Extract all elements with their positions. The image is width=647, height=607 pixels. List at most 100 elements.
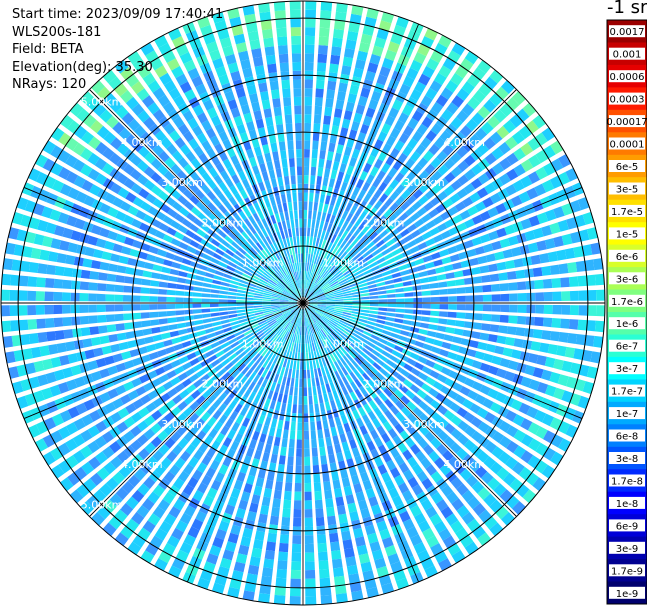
ray-48	[306, 307, 479, 555]
elevation: Elevation(deg): 35.30	[12, 59, 153, 75]
ray-70	[140, 308, 300, 564]
ray-44	[307, 307, 526, 515]
ray-86	[5, 304, 298, 364]
colorbar-tick-box	[609, 317, 645, 330]
colorbar-tick-box	[609, 339, 645, 352]
colorbar-unit-label: -1 sr	[607, 0, 647, 18]
ray-29	[309, 289, 605, 303]
ray-91	[1, 273, 297, 303]
ray-42	[307, 306, 546, 492]
ray-13	[306, 69, 504, 299]
ring-label: 1.00km	[242, 337, 284, 350]
colorbar-tick-label: 6e-9	[616, 521, 639, 532]
colorbar-tick-box	[609, 92, 645, 105]
ray-88	[1, 303, 297, 333]
ray-12	[306, 60, 492, 299]
colorbar-tick-box	[609, 47, 645, 60]
radial-spoke-14	[89, 89, 304, 304]
ray-46	[306, 307, 504, 537]
ray-45	[307, 307, 515, 526]
colorbar-tick-label: 0.00017	[606, 117, 647, 128]
ray-16	[307, 102, 537, 300]
ray-73	[102, 307, 300, 537]
ray-26	[308, 242, 601, 302]
device-name: WLS200s-181	[12, 24, 102, 40]
radial-spoke-10	[89, 302, 304, 517]
colorbar-tick-label: 0.0017	[610, 27, 645, 38]
ring-label: 1.00km	[323, 257, 365, 270]
ray-49	[306, 308, 466, 564]
ring-label: 5.00km	[81, 499, 123, 512]
ray-27	[308, 258, 604, 303]
colorbar-tick-label: 6e-8	[616, 432, 639, 443]
colorbar-tick-label: 1e-7	[616, 409, 639, 420]
ray-66	[197, 308, 302, 590]
colorbar-tick-label: 3e-6	[616, 274, 639, 285]
ring-label: 2.00km	[363, 216, 405, 229]
ray-17	[307, 114, 546, 300]
colorbar-tick-label: 1.7e-6	[611, 297, 643, 308]
ray-5	[304, 11, 395, 298]
nrays: NRays: 120	[12, 77, 87, 92]
ray-55	[304, 308, 379, 598]
colorbar-tick-label: 6e-6	[616, 252, 639, 263]
colorbar-tick-label: 1e-9	[616, 589, 639, 600]
ray-94	[8, 227, 298, 302]
ray-83	[16, 304, 298, 409]
ray-74	[91, 307, 299, 526]
center-mark	[297, 297, 304, 304]
ring-label: 3.00km	[403, 418, 445, 431]
ray-59	[303, 309, 317, 605]
colorbar-tick-label: 1.7e-5	[611, 207, 643, 218]
ray-90	[1, 289, 297, 303]
colorbar-tick-box	[609, 137, 645, 150]
ray-107	[114, 60, 300, 299]
colorbar-tick-label: 3e-9	[616, 544, 639, 555]
ray-110	[154, 35, 301, 298]
ray-71	[127, 307, 300, 555]
ray-81	[28, 305, 298, 438]
colorbar-tick-box	[609, 272, 645, 285]
ray-25	[308, 227, 598, 302]
radial-spoke-7	[302, 302, 420, 583]
ray-85	[8, 304, 298, 379]
ring-label: 1.00km	[242, 257, 284, 270]
ray-34	[308, 304, 598, 379]
ray-65	[211, 308, 302, 595]
ray-43	[307, 306, 537, 504]
radial-spoke-2	[302, 89, 517, 304]
ray-14	[307, 80, 515, 299]
ray-33	[308, 304, 601, 364]
ray-32	[308, 303, 604, 348]
ray-62	[258, 308, 303, 604]
ray-24	[308, 211, 595, 302]
colorbar-tick-box	[609, 407, 645, 420]
ring-label: 2.00km	[202, 216, 244, 229]
ray-23	[308, 197, 590, 302]
ring-label: 4.00km	[443, 136, 485, 149]
ray-61	[273, 309, 303, 605]
center-mark	[297, 302, 304, 309]
colorbar-tick-label: 0.0001	[610, 140, 645, 151]
colorbar-tick-box	[609, 70, 645, 83]
field-name: Field: BETA	[12, 42, 84, 57]
colorbar-tick-box	[609, 452, 645, 464]
colorbar-tick-label: 1e-5	[616, 229, 639, 240]
ring-label: 1.00km	[323, 337, 365, 350]
ray-103	[69, 102, 299, 300]
ray-79	[42, 306, 298, 466]
polar-grid	[0, 0, 606, 606]
colorbar-tick-label: 0.0006	[610, 72, 645, 83]
radial-spoke-6	[302, 302, 517, 517]
ray-118	[273, 1, 303, 297]
ray-58	[303, 309, 333, 605]
colorbar-tick-label: 1.7e-8	[611, 477, 643, 488]
colorbar-tick-box	[609, 564, 645, 577]
ray-2	[303, 2, 348, 298]
ring-label: 2.00km	[363, 378, 405, 391]
ray-101	[51, 127, 299, 300]
ray-28	[309, 273, 605, 303]
colorbar-tick-box	[609, 249, 645, 262]
colorbar-tick-label: 3e-7	[616, 364, 639, 375]
colorbar-tick-box	[609, 227, 645, 240]
